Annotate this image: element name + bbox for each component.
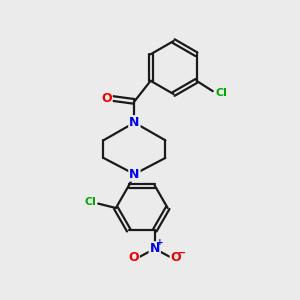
Text: O: O [101,92,112,105]
Text: Cl: Cl [215,88,227,98]
Text: N: N [129,168,140,181]
Text: N: N [129,116,140,129]
Text: O: O [171,251,181,264]
Text: O: O [128,251,139,264]
Text: N: N [149,242,160,255]
Text: −: − [178,248,187,257]
Text: Cl: Cl [84,197,96,207]
Text: +: + [156,238,164,247]
